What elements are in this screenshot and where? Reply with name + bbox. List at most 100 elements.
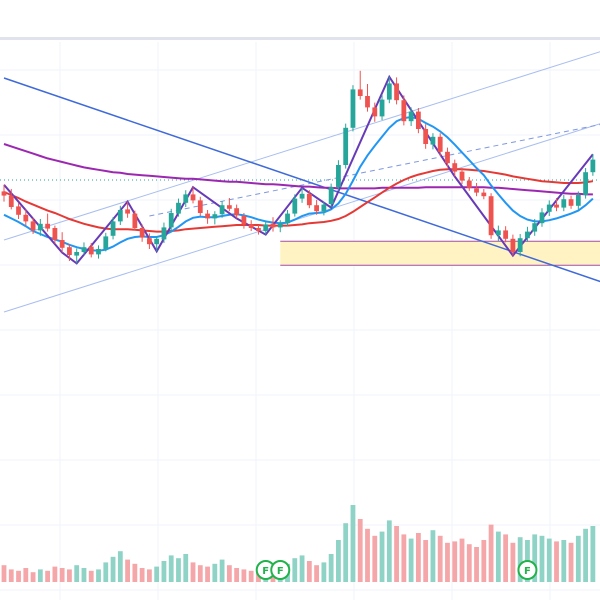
volume-bar: [8, 569, 14, 582]
candle: [590, 154, 596, 176]
candle: [277, 220, 283, 233]
volume-bar: [336, 540, 341, 582]
candle-body: [205, 213, 210, 219]
candle-body: [532, 223, 538, 232]
volume-bar: [539, 535, 545, 582]
candle: [45, 213, 51, 232]
volume-bar: [226, 565, 232, 582]
candle: [263, 220, 269, 235]
candle-body: [394, 83, 399, 101]
candle-body: [190, 194, 196, 201]
moving-average-fast: [3, 115, 594, 252]
candle: [37, 219, 43, 236]
candle-body: [285, 213, 290, 224]
volume-bar: [452, 541, 458, 582]
candle-body: [226, 205, 232, 209]
candle: [379, 94, 385, 120]
candle: [226, 198, 232, 212]
candle: [430, 133, 436, 150]
volume-bar: [132, 563, 138, 582]
candle-body: [52, 228, 58, 240]
candle: [415, 108, 421, 134]
volume-bar: [423, 540, 429, 582]
candle: [466, 177, 472, 191]
event-marker: F: [517, 560, 538, 580]
moving-averages: [3, 115, 594, 252]
candle-body: [197, 200, 203, 213]
volume-bar: [168, 555, 174, 582]
candle-body: [270, 223, 276, 228]
volume-bar: [176, 558, 181, 582]
candle-body: [132, 213, 138, 228]
trend-lines: [3, 51, 600, 313]
price-zone: [280, 240, 600, 266]
candle-body: [314, 205, 320, 212]
candle-body: [248, 224, 254, 228]
candle-body: [234, 208, 240, 216]
volume-bar: [30, 572, 36, 582]
candle-body: [125, 209, 130, 214]
candle-body: [561, 199, 567, 208]
zone-fill: [280, 241, 600, 266]
top-toolbar-bar: [0, 37, 600, 40]
candle: [16, 202, 21, 219]
candle: [212, 211, 218, 225]
candle: [445, 147, 450, 168]
event-marker-label: F: [524, 566, 531, 577]
moving-average-mid: [3, 168, 594, 233]
channel-lower-line: [3, 123, 600, 313]
candle: [437, 133, 443, 156]
candle-body: [437, 136, 443, 152]
volume-bar: [161, 561, 167, 582]
candle-body: [219, 205, 225, 215]
volume-bar: [583, 528, 588, 582]
candle: [561, 195, 567, 212]
candle: [350, 85, 356, 132]
candle-body: [583, 172, 588, 195]
volume-bar: [139, 568, 145, 582]
candle: [241, 213, 247, 229]
volume-bar: [503, 534, 509, 582]
volume-bar: [386, 520, 392, 582]
volume-bar: [125, 559, 130, 582]
volume-bar: [321, 562, 327, 582]
candle: [503, 226, 509, 243]
candle-body: [147, 238, 152, 245]
volume-bar: [234, 568, 240, 582]
volume-bar: [52, 566, 58, 582]
candle-body: [357, 89, 363, 96]
candle-body: [590, 159, 596, 173]
candle: [30, 217, 36, 234]
candle-body: [379, 99, 385, 117]
event-marker-circle: [270, 560, 291, 580]
candle: [8, 189, 14, 210]
volume-bar: [365, 528, 370, 582]
volume-bar: [306, 561, 312, 582]
candle: [336, 160, 341, 191]
volume-bar: [81, 568, 87, 582]
candle: [176, 198, 181, 217]
candle-body: [423, 129, 429, 144]
volume-bar: [590, 526, 596, 582]
candle: [408, 107, 414, 126]
candle: [532, 219, 538, 236]
volume-bar: [415, 533, 421, 582]
candle-body: [161, 227, 167, 240]
candle-body: [16, 206, 21, 215]
event-marker: F: [270, 560, 291, 580]
candle: [197, 196, 203, 216]
candle: [495, 225, 501, 242]
candle-body: [503, 230, 509, 239]
candle-body: [568, 199, 574, 206]
volume-bar: [474, 547, 479, 582]
candle-body: [408, 111, 414, 122]
candle-body: [117, 210, 123, 222]
volume-bar: [110, 556, 116, 582]
candle-body: [37, 223, 43, 231]
volume-bar: [328, 554, 334, 582]
volume-bar: [197, 565, 203, 582]
candle: [125, 201, 130, 218]
volume-bar: [343, 523, 349, 582]
event-marker-circle: [517, 560, 538, 580]
